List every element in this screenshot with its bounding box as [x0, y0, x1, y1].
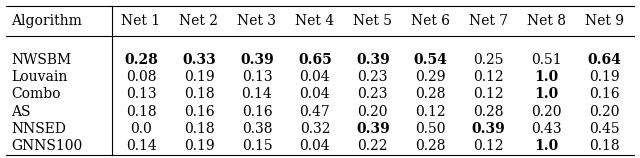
Text: 0.20: 0.20 — [531, 105, 562, 118]
Text: Algorithm: Algorithm — [12, 14, 83, 28]
Text: Net 3: Net 3 — [237, 14, 276, 28]
Text: NWSBM: NWSBM — [12, 53, 72, 67]
Text: 0.39: 0.39 — [356, 53, 390, 67]
Text: 0.28: 0.28 — [415, 139, 446, 153]
Text: Net 5: Net 5 — [353, 14, 392, 28]
Text: 0.14: 0.14 — [241, 87, 272, 101]
Text: 1.0: 1.0 — [534, 139, 559, 153]
Text: 0.51: 0.51 — [531, 53, 562, 67]
Text: Net 7: Net 7 — [469, 14, 508, 28]
Text: 0.18: 0.18 — [589, 139, 620, 153]
Text: 0.39: 0.39 — [356, 122, 390, 136]
Text: 0.33: 0.33 — [182, 53, 216, 67]
Text: Net 4: Net 4 — [295, 14, 335, 28]
Text: 0.64: 0.64 — [588, 53, 621, 67]
Text: 0.54: 0.54 — [414, 53, 448, 67]
Text: 0.0: 0.0 — [130, 122, 152, 136]
Text: 0.12: 0.12 — [474, 70, 504, 84]
Text: 0.19: 0.19 — [184, 70, 214, 84]
Text: 0.28: 0.28 — [124, 53, 158, 67]
Text: 0.28: 0.28 — [474, 105, 504, 118]
Text: 0.18: 0.18 — [184, 122, 214, 136]
Text: 0.18: 0.18 — [125, 105, 156, 118]
Text: 0.16: 0.16 — [242, 105, 272, 118]
Text: 0.13: 0.13 — [242, 70, 272, 84]
Text: 0.25: 0.25 — [474, 53, 504, 67]
Text: 0.12: 0.12 — [474, 139, 504, 153]
Text: NNSED: NNSED — [12, 122, 67, 136]
Text: GNNS100: GNNS100 — [12, 139, 83, 153]
Text: Net 6: Net 6 — [412, 14, 451, 28]
Text: 0.14: 0.14 — [125, 139, 156, 153]
Text: 0.47: 0.47 — [300, 105, 330, 118]
Text: Louvain: Louvain — [12, 70, 68, 84]
Text: 0.16: 0.16 — [184, 105, 214, 118]
Text: 0.29: 0.29 — [415, 70, 446, 84]
Text: 1.0: 1.0 — [534, 87, 559, 101]
Text: 0.39: 0.39 — [240, 53, 274, 67]
Text: 0.23: 0.23 — [358, 70, 388, 84]
Text: 0.19: 0.19 — [184, 139, 214, 153]
Text: 0.20: 0.20 — [358, 105, 388, 118]
Text: Combo: Combo — [12, 87, 61, 101]
Text: 0.12: 0.12 — [474, 87, 504, 101]
Text: Net 9: Net 9 — [585, 14, 624, 28]
Text: 0.20: 0.20 — [589, 105, 620, 118]
Text: 0.13: 0.13 — [125, 87, 156, 101]
Text: 0.18: 0.18 — [184, 87, 214, 101]
Text: 0.38: 0.38 — [242, 122, 272, 136]
Text: 0.22: 0.22 — [358, 139, 388, 153]
Text: 0.19: 0.19 — [589, 70, 620, 84]
Text: 0.15: 0.15 — [242, 139, 272, 153]
Text: AS: AS — [12, 105, 31, 118]
Text: 0.16: 0.16 — [589, 87, 620, 101]
Text: 0.32: 0.32 — [300, 122, 330, 136]
Text: Net 1: Net 1 — [122, 14, 161, 28]
Text: 0.23: 0.23 — [358, 87, 388, 101]
Text: 0.45: 0.45 — [589, 122, 620, 136]
Text: 0.65: 0.65 — [298, 53, 332, 67]
Text: Net 8: Net 8 — [527, 14, 566, 28]
Text: 0.04: 0.04 — [300, 87, 330, 101]
Text: 0.08: 0.08 — [126, 70, 156, 84]
Text: 0.43: 0.43 — [531, 122, 562, 136]
Text: 0.12: 0.12 — [415, 105, 446, 118]
Text: 0.50: 0.50 — [415, 122, 446, 136]
Text: 0.04: 0.04 — [300, 139, 330, 153]
Text: Net 2: Net 2 — [179, 14, 218, 28]
Text: 0.04: 0.04 — [300, 70, 330, 84]
Text: 0.28: 0.28 — [415, 87, 446, 101]
Text: 0.39: 0.39 — [472, 122, 506, 136]
Text: 1.0: 1.0 — [534, 70, 559, 84]
